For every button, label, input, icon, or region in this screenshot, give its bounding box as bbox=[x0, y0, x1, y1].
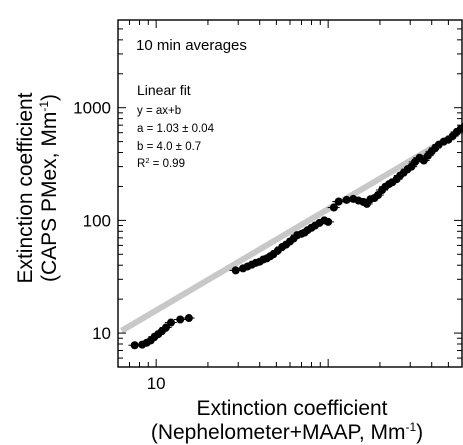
x-axis-title-text: (Nephelometer+MAAP, Mm bbox=[151, 421, 406, 444]
data-point-group bbox=[327, 203, 340, 212]
fit-line-layer bbox=[120, 126, 463, 334]
data-point bbox=[167, 318, 176, 327]
data-point bbox=[176, 315, 185, 324]
data-point bbox=[334, 197, 343, 206]
y-tick-label: 100 bbox=[83, 211, 111, 230]
data-point-group bbox=[182, 314, 195, 323]
fit-r-squared-value: = 0.99 bbox=[149, 158, 185, 170]
fit-line bbox=[120, 126, 463, 334]
annotation-label: 10 min averages bbox=[136, 37, 247, 54]
y-axis-title-sup: -1 bbox=[37, 101, 51, 112]
data-point bbox=[184, 314, 193, 323]
data-point-group bbox=[173, 315, 186, 324]
fit-r-squared-sup: 2 bbox=[145, 156, 149, 165]
fit-r-squared-base: R bbox=[137, 158, 145, 170]
data-point bbox=[130, 341, 139, 350]
fit-intercept: b = 4.0 ± 0.7 bbox=[137, 141, 201, 153]
fit-equation: y = ax+b bbox=[137, 105, 181, 117]
data-point bbox=[324, 217, 333, 226]
y-axis-title-close: ) bbox=[38, 94, 61, 101]
x-axis-title-line2: (Nephelometer+MAAP, Mm-1) bbox=[151, 420, 423, 444]
y-axis-title-line1: Extinction coefficient bbox=[14, 92, 37, 283]
data-point-group bbox=[229, 266, 242, 275]
y-axis-title-text: (CAPS PMex, Mm bbox=[38, 112, 61, 282]
fit-title: Linear fit bbox=[137, 82, 191, 98]
fit-slope: a = 1.03 ± 0.04 bbox=[137, 123, 215, 135]
x-axis-title-line1: Extinction coefficient bbox=[196, 397, 387, 420]
x-axis-title-close: ) bbox=[416, 421, 423, 444]
data-point bbox=[342, 195, 351, 204]
fit-r-squared: R2 = 0.99 bbox=[137, 156, 185, 170]
data-point bbox=[161, 323, 170, 332]
y-tick-label: 10 bbox=[92, 324, 111, 343]
axis-ticks-layer bbox=[117, 19, 463, 368]
y-axis-title-group: Extinction coefficient (CAPS PMex, Mm-1) bbox=[14, 92, 61, 283]
data-points-layer bbox=[128, 122, 463, 350]
plot-frame bbox=[117, 19, 463, 368]
data-point-group bbox=[159, 323, 172, 332]
data-point-group bbox=[321, 217, 334, 226]
data-point bbox=[231, 266, 240, 275]
y-axis-title-line2: (CAPS PMex, Mm-1) bbox=[37, 94, 61, 282]
x-tick-label: 10 bbox=[147, 374, 166, 393]
y-tick-label: 1000 bbox=[73, 99, 111, 118]
x-axis-title-sup: -1 bbox=[405, 420, 416, 434]
data-point bbox=[329, 203, 338, 212]
data-point-group bbox=[164, 318, 177, 327]
